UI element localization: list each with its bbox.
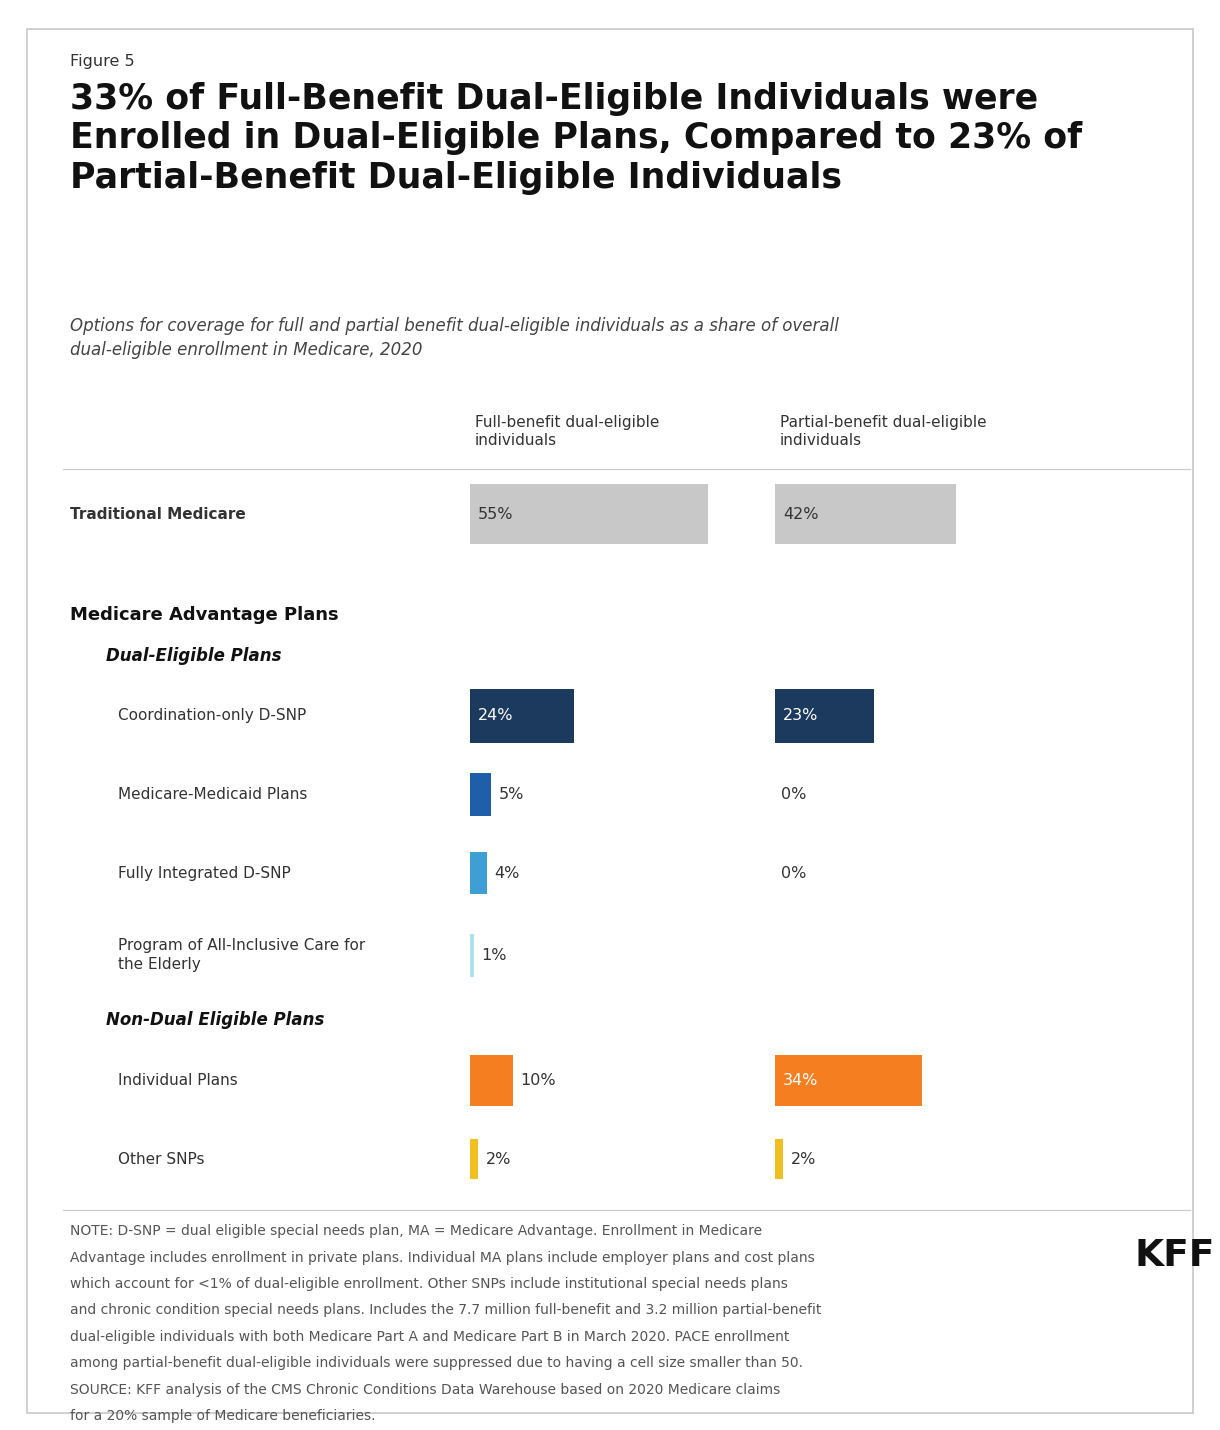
Text: Options for coverage for full and partial benefit dual-eligible individuals as a: Options for coverage for full and partia…	[70, 317, 838, 359]
Text: for a 20% sample of Medicare beneficiaries.: for a 20% sample of Medicare beneficiari…	[70, 1410, 375, 1423]
Text: Advantage includes enrollment in private plans. Individual MA plans include empl: Advantage includes enrollment in private…	[70, 1250, 814, 1264]
Text: Coordination-only D-SNP: Coordination-only D-SNP	[118, 708, 306, 724]
Text: NOTE: D-SNP = dual eligible special needs plan, MA = Medicare Advantage. Enrollm: NOTE: D-SNP = dual eligible special need…	[70, 1224, 761, 1238]
Text: 2%: 2%	[791, 1151, 816, 1167]
Text: dual-eligible individuals with both Medicare Part A and Medicare Part B in March: dual-eligible individuals with both Medi…	[70, 1330, 789, 1344]
Text: Program of All-Inclusive Care for
the Elderly: Program of All-Inclusive Care for the El…	[118, 938, 366, 972]
Bar	[470, 852, 487, 895]
Bar	[470, 934, 475, 977]
Text: Traditional Medicare: Traditional Medicare	[70, 506, 245, 522]
Text: 55%: 55%	[478, 506, 514, 522]
Text: 33% of Full-Benefit Dual-Eligible Individuals were
Enrolled in Dual-Eligible Pla: 33% of Full-Benefit Dual-Eligible Indivi…	[70, 82, 1082, 196]
Text: 1%: 1%	[482, 948, 506, 962]
Text: Fully Integrated D-SNP: Fully Integrated D-SNP	[118, 865, 292, 881]
Text: KFF: KFF	[1135, 1238, 1215, 1274]
Bar	[470, 689, 573, 744]
Text: 10%: 10%	[520, 1072, 556, 1088]
Text: Other SNPs: Other SNPs	[118, 1151, 205, 1167]
Text: 34%: 34%	[783, 1072, 819, 1088]
Bar	[470, 1140, 478, 1180]
Bar	[775, 1055, 922, 1107]
Bar	[775, 1140, 783, 1180]
Text: 5%: 5%	[499, 787, 525, 802]
Text: 42%: 42%	[783, 506, 819, 522]
Text: and chronic condition special needs plans. Includes the 7.7 million full-benefit: and chronic condition special needs plan…	[70, 1304, 821, 1317]
Text: among partial-benefit dual-eligible individuals were suppressed due to having a : among partial-benefit dual-eligible indi…	[70, 1357, 803, 1370]
Text: 24%: 24%	[478, 708, 514, 724]
Text: Partial-benefit dual-eligible
individuals: Partial-benefit dual-eligible individual…	[780, 415, 986, 448]
Text: SOURCE: KFF analysis of the CMS Chronic Conditions Data Warehouse based on 2020 : SOURCE: KFF analysis of the CMS Chronic …	[70, 1383, 780, 1397]
Text: Individual Plans: Individual Plans	[118, 1072, 238, 1088]
Text: Figure 5: Figure 5	[70, 54, 134, 69]
Text: Medicare-Medicaid Plans: Medicare-Medicaid Plans	[118, 787, 307, 802]
Bar	[775, 689, 875, 744]
Bar	[470, 1055, 512, 1107]
Text: 0%: 0%	[781, 787, 806, 802]
Bar	[470, 772, 492, 817]
Text: 23%: 23%	[783, 708, 819, 724]
Text: Medicare Advantage Plans: Medicare Advantage Plans	[70, 606, 338, 623]
FancyBboxPatch shape	[27, 29, 1193, 1413]
Bar	[775, 483, 956, 543]
Text: Full-benefit dual-eligible
individuals: Full-benefit dual-eligible individuals	[475, 415, 659, 448]
Text: Non-Dual Eligible Plans: Non-Dual Eligible Plans	[106, 1011, 325, 1028]
Bar	[470, 483, 708, 543]
Text: 4%: 4%	[494, 865, 520, 881]
Text: Dual-Eligible Plans: Dual-Eligible Plans	[106, 648, 282, 665]
Text: 2%: 2%	[486, 1151, 511, 1167]
Text: which account for <1% of dual-eligible enrollment. Other SNPs include institutio: which account for <1% of dual-eligible e…	[70, 1277, 787, 1291]
Text: 0%: 0%	[781, 865, 806, 881]
